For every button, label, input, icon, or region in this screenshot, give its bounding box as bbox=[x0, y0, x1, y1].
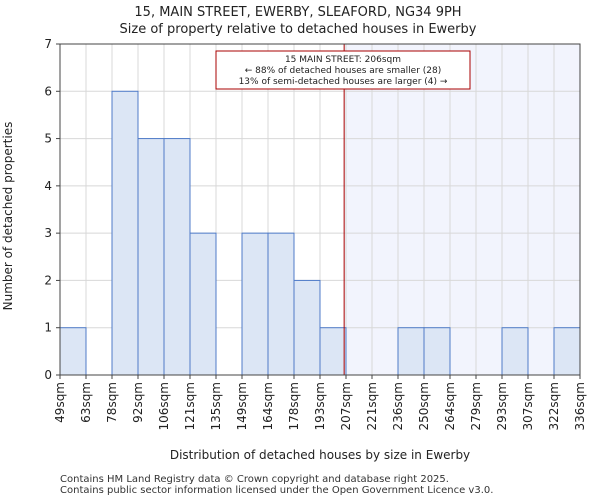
x-tick-label: 193sqm bbox=[313, 382, 327, 430]
highlight-region bbox=[344, 44, 580, 375]
bar bbox=[293, 279, 321, 376]
y-axis-label: Number of detached properties bbox=[1, 122, 15, 311]
x-tick-label: 63sqm bbox=[79, 382, 93, 423]
footer-line2: Contains public sector information licen… bbox=[60, 485, 494, 496]
y-tick-label: 3 bbox=[44, 226, 52, 240]
y-axis: 0 1 2 3 4 5 6 7 bbox=[44, 37, 60, 382]
x-tick-label: 207sqm bbox=[339, 382, 353, 430]
y-tick-label: 7 bbox=[44, 37, 52, 51]
bar bbox=[423, 327, 451, 376]
x-tick-label: 78sqm bbox=[105, 382, 119, 423]
y-tick-label: 4 bbox=[44, 179, 52, 193]
bar bbox=[553, 327, 581, 376]
bar bbox=[267, 232, 295, 376]
annotation-box: 15 MAIN STREET: 206sqm ← 88% of detached… bbox=[215, 50, 471, 90]
annotation-line2: ← 88% of detached houses are smaller (28… bbox=[245, 66, 442, 76]
x-tick-label: 250sqm bbox=[417, 382, 431, 430]
x-tick-label: 236sqm bbox=[391, 382, 405, 430]
y-tick-label: 6 bbox=[44, 84, 52, 98]
y-tick-label: 1 bbox=[44, 321, 52, 335]
bar bbox=[397, 327, 425, 376]
y-tick-label: 0 bbox=[44, 368, 52, 382]
x-tick-label: 92sqm bbox=[131, 382, 145, 423]
bar bbox=[59, 327, 87, 376]
bar bbox=[319, 327, 347, 376]
x-tick-label: 221sqm bbox=[365, 382, 379, 430]
y-tick-label: 5 bbox=[44, 132, 52, 146]
x-axis: 49sqm 63sqm 78sqm 92sqm 106sqm 121sqm 135sqm 14… bbox=[53, 375, 587, 430]
x-tick-label: 336sqm bbox=[573, 382, 587, 430]
y-tick-label: 2 bbox=[44, 273, 52, 287]
x-tick-label: 49sqm bbox=[53, 382, 67, 423]
annotation-line3: 13% of semi-detached houses are larger (… bbox=[239, 77, 448, 87]
footer-line1: Contains HM Land Registry data © Crown c… bbox=[60, 474, 449, 485]
x-tick-label: 149sqm bbox=[235, 382, 249, 430]
x-tick-label: 279sqm bbox=[469, 382, 483, 430]
attribution-footer: Contains HM Land Registry data © Crown c… bbox=[60, 474, 493, 496]
annotation-line1: 15 MAIN STREET: 206sqm bbox=[285, 55, 401, 65]
x-tick-label: 121sqm bbox=[183, 382, 197, 430]
x-tick-label: 293sqm bbox=[495, 382, 509, 430]
bar bbox=[501, 327, 529, 376]
bar bbox=[137, 138, 165, 376]
chart-title-line2: Size of property relative to detached ho… bbox=[120, 22, 477, 37]
x-axis-label: Distribution of detached houses by size … bbox=[170, 448, 470, 462]
x-tick-label: 135sqm bbox=[209, 382, 223, 430]
chart-title-line1: 15, MAIN STREET, EWERBY, SLEAFORD, NG34 … bbox=[134, 5, 461, 20]
grid-lines bbox=[60, 44, 580, 375]
bar bbox=[189, 232, 217, 376]
bar bbox=[111, 90, 139, 376]
x-tick-label: 307sqm bbox=[521, 382, 535, 430]
x-tick-label: 178sqm bbox=[287, 382, 301, 430]
bar bbox=[241, 232, 269, 376]
x-tick-label: 264sqm bbox=[443, 382, 457, 430]
x-tick-label: 106sqm bbox=[157, 382, 171, 430]
x-tick-label: 322sqm bbox=[547, 382, 561, 430]
x-tick-label: 164sqm bbox=[261, 382, 275, 430]
bar bbox=[163, 138, 191, 376]
